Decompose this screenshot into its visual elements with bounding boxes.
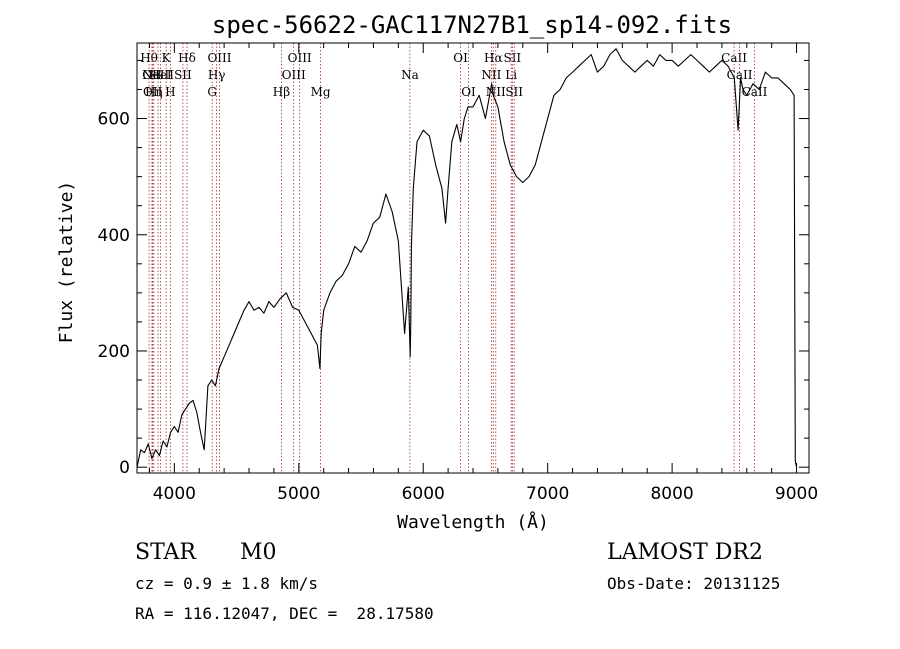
y-axis-label: Flux (relative) bbox=[56, 181, 77, 344]
line-label: SII bbox=[174, 68, 192, 82]
line-label: H bbox=[165, 85, 175, 99]
line-label: Hθ bbox=[140, 51, 158, 65]
line-label: Hγ bbox=[208, 68, 226, 82]
spectral-line-markers: HθOIIOIIHηNeIIIHeIKHSIIHδGHγOIIIHβOIIIOI… bbox=[140, 43, 768, 473]
line-label: SII bbox=[503, 51, 521, 65]
x-tick-label: 7000 bbox=[526, 484, 569, 504]
axes: 4000 5000 6000 7000 8000 9000 0 200 400 600 bbox=[98, 43, 818, 504]
object-class: STAR bbox=[135, 540, 196, 565]
line-label: Hβ bbox=[273, 85, 290, 99]
survey-name: LAMOST DR2 bbox=[607, 540, 763, 565]
line-label: NII bbox=[481, 68, 501, 82]
object-subclass: M0 bbox=[240, 540, 277, 565]
coordinates-readout: RA = 116.12047, DEC = 28.17580 bbox=[135, 604, 434, 623]
line-label: OIII bbox=[288, 51, 312, 65]
line-label: OI bbox=[453, 51, 468, 65]
line-label: Hη bbox=[145, 85, 163, 99]
line-label: Hδ bbox=[178, 51, 196, 65]
y-tick-label: 400 bbox=[98, 226, 130, 246]
observation-date: Obs-Date: 20131125 bbox=[607, 574, 781, 593]
spectrum-line bbox=[136, 48, 798, 468]
line-label: Mg bbox=[311, 85, 331, 99]
line-label: CaII bbox=[727, 68, 753, 82]
plot-frame bbox=[136, 42, 810, 474]
x-tick-label: 8000 bbox=[650, 484, 693, 504]
line-label: OII bbox=[142, 68, 162, 82]
x-tick-label: 6000 bbox=[402, 484, 445, 504]
line-label: CaII bbox=[721, 51, 747, 65]
line-label: OI bbox=[461, 85, 476, 99]
line-label: K bbox=[162, 51, 172, 65]
spectrum-series bbox=[136, 48, 798, 468]
x-tick-label: 5000 bbox=[277, 484, 320, 504]
y-tick-label: 0 bbox=[119, 458, 130, 478]
line-label: Li bbox=[505, 68, 517, 82]
line-label: OIII bbox=[207, 51, 231, 65]
line-label: CaII bbox=[742, 85, 768, 99]
line-label: Hα bbox=[484, 51, 503, 65]
chart-title: spec-56622-GAC117N27B1_sp14-092.fits bbox=[212, 11, 732, 39]
redshift-readout: cz = 0.9 ± 1.8 km/s bbox=[135, 574, 319, 593]
line-label: Na bbox=[401, 68, 419, 82]
x-tick-label: 4000 bbox=[153, 484, 196, 504]
y-tick-label: 600 bbox=[98, 110, 130, 130]
line-label: G bbox=[207, 85, 217, 99]
line-label: SII bbox=[505, 85, 523, 99]
line-label: OIII bbox=[282, 68, 306, 82]
x-tick-label: 9000 bbox=[775, 484, 818, 504]
line-label: HeI bbox=[149, 68, 172, 82]
x-axis-label: Wavelength (Å) bbox=[397, 511, 549, 533]
y-tick-label: 200 bbox=[98, 342, 130, 362]
